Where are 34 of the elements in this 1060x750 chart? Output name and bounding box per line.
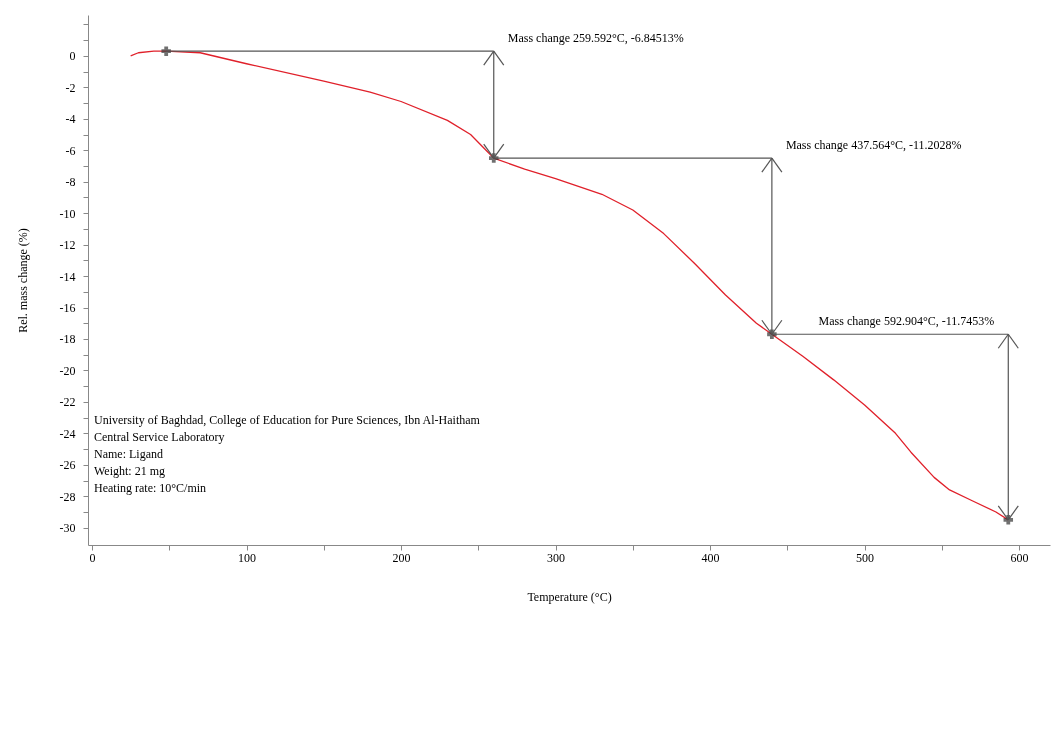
point	[161, 46, 171, 56]
x-tick-label: 400	[701, 550, 720, 565]
x-tick-label: 0	[89, 550, 96, 565]
x-tick-label: 600	[1010, 550, 1029, 565]
y-tick-label: -26	[59, 458, 76, 473]
y-tick-label: -28	[59, 489, 76, 504]
x-tick-label: 100	[238, 550, 257, 565]
x-axis-title: Temperature (°C)	[527, 589, 612, 604]
y-tick-label: -14	[59, 269, 76, 284]
x-tick-label: 500	[856, 550, 875, 565]
y-tick-label: -22	[59, 395, 76, 410]
y-tick-label: -12	[59, 238, 76, 253]
y-tick-label: -24	[59, 426, 76, 441]
y-tick-label: -20	[59, 363, 76, 378]
y-tick-label: -4	[65, 112, 76, 127]
annotation: Mass change 437.564°C, -11.2028%	[785, 138, 962, 153]
y-tick-label: -18	[59, 332, 76, 347]
y-axis-title: Rel. mass change (%)	[15, 228, 30, 333]
annotation: Name: Ligand	[94, 447, 163, 461]
x-tick-label: 300	[547, 550, 566, 565]
y-tick-label: -2	[65, 80, 76, 95]
annotation: Central Service Laboratory	[94, 430, 225, 444]
annotation: University of Baghdad, College of Education for Pure Sciences, Ibn Al-Haitham	[94, 413, 481, 427]
y-tick-label: 0	[69, 49, 76, 64]
y-tick-label: -10	[59, 206, 76, 221]
y-tick-label: -8	[65, 175, 76, 190]
annotation: Mass change 592.904°C, -11.7453%	[818, 314, 995, 329]
annotation: Heating rate: 10°C/min	[94, 481, 207, 495]
annotation: Mass change 259.592°C, -6.84513%	[507, 31, 684, 46]
x-tick-label: 200	[392, 550, 411, 565]
annotation: Weight: 21 mg	[94, 464, 166, 478]
y-tick-label: -30	[59, 521, 76, 536]
y-tick-label: -6	[65, 143, 76, 158]
y-tick-label: -16	[59, 301, 76, 316]
